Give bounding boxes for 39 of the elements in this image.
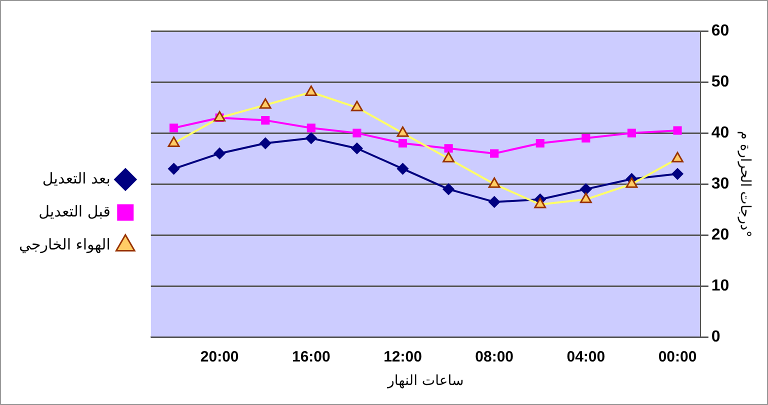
x-tick-label: 12:00 [384,348,422,366]
legend-label: الهواء الخارجي [18,235,110,254]
y-tick-label: 40 [711,124,730,142]
point [398,138,408,148]
y-tick-label: 20 [711,226,730,244]
point [306,124,316,132]
x-tick-label: 16:00 [292,348,330,366]
legend-label: قبل التعديل [38,202,110,220]
point [488,196,500,208]
point [352,128,362,138]
y-tick-label: 0 [711,328,720,346]
point [490,149,499,158]
point [536,138,544,148]
x-tick-label: 04:00 [566,348,606,366]
point [305,132,317,144]
y-tick-label: 30 [711,176,730,193]
point [627,128,636,138]
y-tick-label: 50 [711,73,730,90]
x-tick-label: 00:00 [658,348,697,366]
legend-label: بعد التعديل [42,169,110,188]
point [168,163,180,175]
point [673,126,682,135]
y-axis-title: درجات الحرارة م° [736,130,753,238]
x-tick-label: 20:00 [200,348,239,366]
x-axis-title: ساعات النهار [386,373,464,390]
point [260,138,272,150]
point [582,134,590,142]
point [170,124,178,132]
x-tick-label: 08:00 [475,348,514,366]
y-tick-label: 10 [711,278,730,295]
point [261,116,270,125]
point [444,144,453,153]
point [214,148,226,160]
point [580,183,592,195]
point [672,168,684,180]
point [397,163,409,175]
point [351,142,363,154]
y-tick-label: 60 [711,22,730,40]
point [442,183,454,195]
